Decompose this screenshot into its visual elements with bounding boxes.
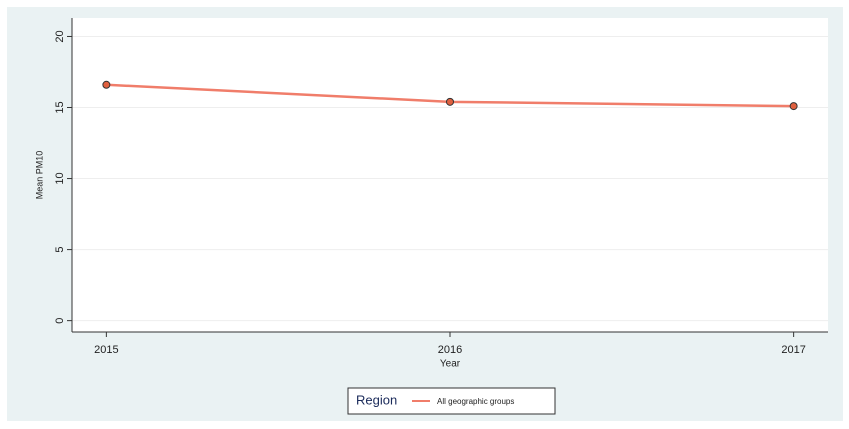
y-tick-label: 15 (54, 101, 66, 113)
y-tick-label: 20 (54, 30, 66, 42)
marker (102, 80, 111, 89)
legend-label: All geographic groups (437, 397, 514, 406)
x-tick-label: 2015 (94, 344, 118, 356)
y-tick-label: 10 (54, 172, 66, 184)
x-axis-title: Year (440, 359, 461, 370)
y-tick-label: 0 (54, 318, 66, 324)
y-tick-label: 5 (54, 247, 66, 253)
legend-title: Region (356, 392, 397, 407)
x-tick-label: 2016 (438, 344, 462, 356)
marker (446, 97, 454, 106)
y-axis-title: Mean PM10 (34, 151, 44, 200)
plot-area (72, 18, 828, 332)
legend-box (347, 387, 556, 415)
x-tick-label: 2017 (781, 344, 805, 356)
marker (789, 102, 798, 111)
